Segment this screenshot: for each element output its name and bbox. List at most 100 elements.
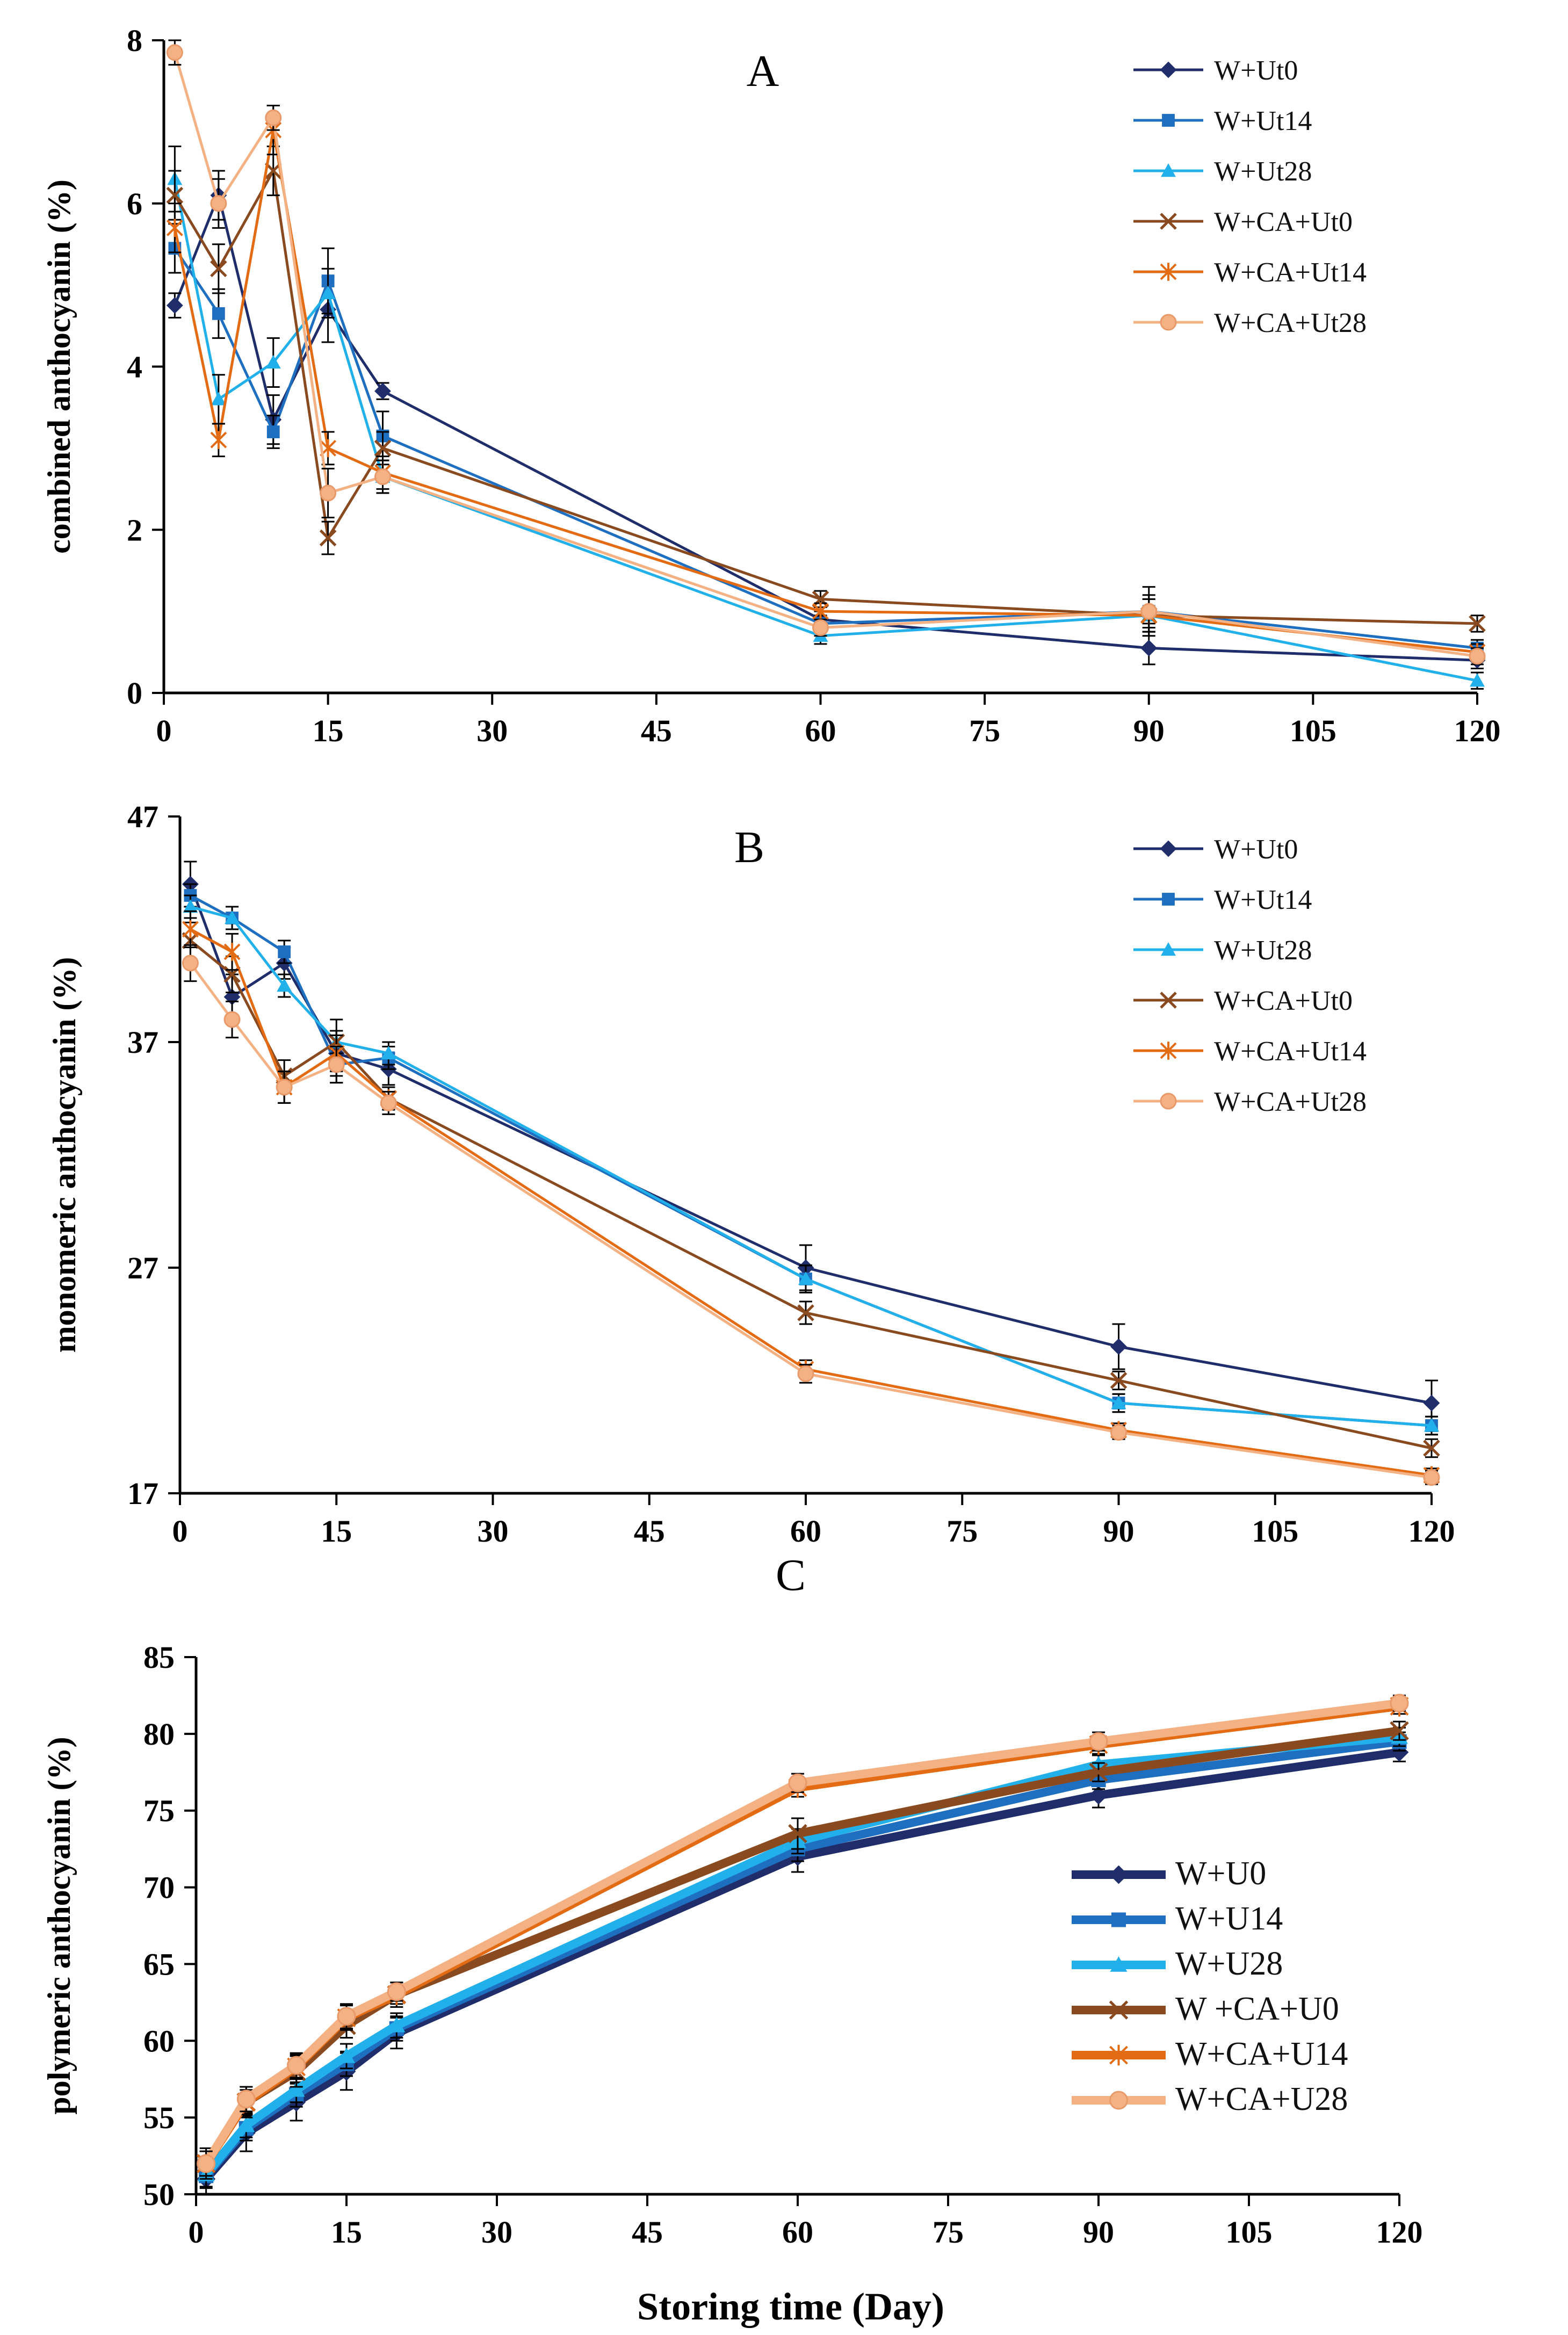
panel-a-x-tick-label: 120 [1454, 713, 1501, 748]
panel-a-legend-marker [1160, 314, 1177, 331]
panel-c-data-point [287, 2056, 306, 2075]
panel-c-y-tick-label: 70 [143, 1870, 175, 1905]
panel-c-legend-item-w-plus-ca-plus-u28: W+CA+U28 [1072, 2081, 1348, 2117]
panel-b-data-point [1423, 1469, 1440, 1486]
panel-b-x-tick-label: 105 [1252, 1514, 1298, 1549]
panel-b-data-point [798, 1271, 813, 1285]
panel-a-data-point [266, 425, 280, 438]
panel-b-data-point [277, 978, 292, 992]
panel-b-legend-marker [1161, 942, 1176, 956]
panel-a-y-tick-label: 6 [127, 186, 142, 221]
panel-c-data-point [338, 2047, 355, 2063]
panel-c-legend-marker [1110, 1956, 1128, 1972]
panel-c-data-point [1089, 1732, 1108, 1751]
panel-a-legend-item-w-plus-ca-plus-ut14: W+CA+Ut14 [1133, 257, 1367, 288]
panel-a-data-point [210, 195, 227, 212]
panel-b-legend-item-w-plus-ca-plus-ut14: W+CA+Ut14 [1133, 1036, 1367, 1067]
panel-b-series-w-plus-ut14 [184, 883, 1438, 1436]
panel-c-y-tick-label: 75 [143, 1794, 175, 1828]
panel-b-data-point [183, 899, 198, 913]
panel-c-series-line [202, 1698, 1400, 2166]
panel-b-data-point [1110, 1372, 1128, 1389]
panel-c-y-tick-label: 80 [143, 1717, 175, 1752]
panel-a-legend-item-w-plus-ut14: W+Ut14 [1133, 106, 1312, 136]
panel-b-data-point [797, 1304, 814, 1321]
panel-c-polymeric-anthocyanin: 0 15 30 45 60 75 90 105 120 50 55 60 65 70 75 80 85 polym… [41, 1550, 1423, 2250]
panel-b-y-axis-title: monomeric anthocyanin (%) [47, 957, 82, 1353]
panel-b-series-w-plus-ut28 [183, 894, 1439, 1436]
panel-a-data-point [374, 468, 391, 486]
panel-c-data-point [287, 2081, 305, 2097]
panel-a-combined-anthocyanin: 0 15 30 45 60 75 90 105 120 0 2 4 6 8 combined anthocy… [41, 23, 1501, 748]
panel-b-legend-marker [1162, 893, 1175, 906]
panel-a-series-line [174, 194, 1478, 662]
panel-a-legend-label: W+CA+Ut14 [1214, 257, 1367, 288]
panel-a-data-point [319, 529, 337, 547]
panel-b-data-point [1110, 1338, 1127, 1355]
panel-c-legend-label: W+CA+U28 [1175, 2081, 1348, 2117]
panel-c-legend-marker [1109, 2000, 1129, 2020]
panel-b-legend-label: W+Ut14 [1214, 885, 1312, 915]
panel-b-legend-label: W+Ut28 [1214, 935, 1312, 966]
panel-c-data-point [788, 1773, 807, 1792]
panel-b-legend-label: W+CA+Ut0 [1214, 986, 1353, 1016]
panel-b-data-point [276, 1079, 293, 1096]
panel-c-data-point [1390, 1694, 1409, 1713]
panel-a-data-point [211, 392, 226, 406]
panel-b-x-tick-label: 90 [1103, 1514, 1135, 1549]
panel-a-legend-label: W+Ut0 [1214, 55, 1298, 86]
panel-a-data-point [212, 307, 225, 320]
panel-c-legend-item-w-plus-ca-plus-u0: W +CA+U0 [1072, 1991, 1339, 2027]
panel-b-series-line [190, 928, 1432, 1477]
panel-a-x-tick-label: 105 [1290, 713, 1336, 748]
panel-a-legend-label: W+Ut14 [1214, 106, 1312, 136]
panel-b-series-w-plus-ca-plus-ut28 [182, 944, 1440, 1486]
panel-a-data-point [320, 485, 337, 502]
panel-b-legend-label: W+CA+Ut28 [1214, 1087, 1367, 1117]
panel-c-legend-marker [1109, 2044, 1128, 2066]
panel-b-data-point [381, 1046, 396, 1060]
panel-a-legend-marker [1162, 114, 1175, 127]
panel-a-data-point [265, 355, 281, 369]
panel-c-x-tick-label: 15 [331, 2215, 362, 2250]
panel-b-data-point [1423, 1394, 1440, 1412]
panel-b-data-point [797, 1365, 814, 1382]
panel-a-x-tick-label: 60 [805, 713, 836, 748]
panel-b-legend-marker [1160, 840, 1177, 857]
panel-b-y-tick-label: 17 [127, 1476, 158, 1511]
panel-b-legend-item-w-plus-ut0: W+Ut0 [1133, 834, 1298, 865]
panel-c-y-tick-label: 50 [143, 2177, 175, 2212]
panel-b-x-tick-label: 45 [634, 1514, 665, 1549]
panel-b-y-tick-label: 27 [127, 1250, 158, 1285]
panel-c-y-tick-label: 55 [143, 2100, 175, 2135]
panel-b-legend-label: W+Ut0 [1214, 834, 1298, 865]
panel-c-series-w-plus-ca-plus-u28 [197, 1694, 1409, 2177]
panel-a-y-tick-label: 2 [127, 512, 142, 547]
panel-c-legend-label: W+U0 [1175, 1855, 1266, 1892]
panel-a-y-tick-label: 8 [127, 23, 142, 58]
panel-a-legend-item-w-plus-ca-plus-ut0: W+CA+Ut0 [1133, 207, 1353, 237]
panel-c-data-point [387, 1982, 406, 2001]
panel-b-series-line [190, 905, 1432, 1427]
panel-b-series-line [189, 962, 1432, 1479]
panel-a-x-tick-label: 90 [1133, 713, 1165, 748]
panel-b-legend-marker [1160, 992, 1177, 1009]
panel-a-data-point [320, 285, 336, 300]
panel-c-data-point [1089, 1785, 1108, 1805]
panel-c-legend-label: W +CA+U0 [1175, 1991, 1339, 2027]
panel-c-data-point [337, 2007, 356, 2026]
panel-a-x-tick-label: 15 [313, 713, 344, 748]
panel-b-data-point [225, 910, 240, 924]
panel-b-series-line [189, 939, 1432, 1450]
panel-a-data-point [1469, 648, 1486, 665]
panel-a-data-point [374, 439, 392, 457]
panel-c-data-point [197, 2154, 216, 2173]
x-axis-title: Storing time (Day) [637, 2285, 944, 2328]
panel-b-series-line [190, 894, 1432, 1427]
panel-b-legend-item-w-plus-ca-plus-ut28: W+CA+Ut28 [1133, 1087, 1367, 1117]
panel-a-y-axis-title: combined anthocyanin (%) [41, 179, 77, 554]
panel-b-monomeric-anthocyanin: 0 15 30 45 60 75 90 105 120 17 27 37 47 monomeric ant… [47, 799, 1455, 1549]
panel-a-letter: A [747, 46, 779, 96]
panel-a-data-point [374, 382, 391, 400]
